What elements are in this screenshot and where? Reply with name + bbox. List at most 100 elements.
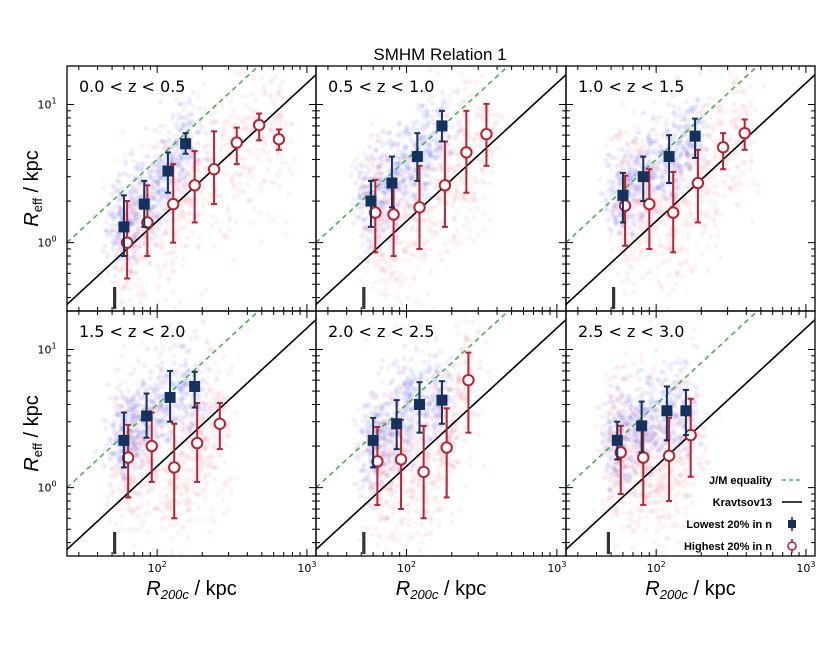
- blue-scatter-point: [185, 381, 191, 387]
- red-scatter-point: [407, 178, 413, 184]
- blue-scatter-point: [422, 133, 428, 139]
- red-scatter-point: [474, 205, 480, 211]
- blue-scatter-point: [109, 466, 115, 472]
- blue-scatter-point: [157, 197, 163, 203]
- blue-scatter-point: [194, 157, 200, 163]
- blue-scatter-point: [126, 402, 132, 408]
- scatter-cloud: [93, 319, 240, 556]
- blue-scatter-point: [185, 367, 191, 373]
- red-scatter-point: [220, 232, 226, 239]
- blue-scatter-point: [677, 112, 683, 118]
- red-scatter-point: [480, 168, 486, 174]
- red-scatter-point: [112, 472, 118, 478]
- blue-scatter-point: [140, 381, 146, 387]
- red-scatter-point: [117, 206, 123, 212]
- red-scatter-point: [254, 37, 259, 42]
- blue-scatter-point: [626, 167, 632, 173]
- blue-scatter-point: [407, 165, 413, 171]
- red-scatter-point: [224, 233, 230, 239]
- red-scatter-point: [182, 377, 188, 383]
- blue-scatter-point: [691, 107, 697, 113]
- blue-scatter-point: [641, 149, 647, 155]
- blue-scatter-point: [173, 124, 179, 130]
- blue-scatter-point: [110, 238, 116, 244]
- blue-scatter-point: [672, 122, 678, 129]
- red-scatter-point: [406, 203, 413, 209]
- blue-scatter-point: [695, 97, 701, 103]
- red-scatter-point: [762, 84, 768, 90]
- blue-scatter-point: [132, 212, 139, 218]
- blue-scatter-point: [361, 218, 367, 224]
- red-scatter-point: [202, 437, 208, 443]
- red-scatter-point: [129, 479, 135, 485]
- blue-scatter-point: [125, 388, 131, 394]
- red-scatter-point: [635, 159, 642, 165]
- blue-scatter-point: [129, 413, 136, 419]
- blue-scatter-point: [376, 164, 382, 170]
- red-scatter-point: [725, 166, 731, 172]
- blue-scatter-point: [149, 229, 156, 235]
- red-scatter-point: [175, 474, 181, 480]
- red-scatter-point: [139, 462, 145, 468]
- red-scatter-point: [171, 242, 177, 248]
- red-scatter-point: [375, 187, 381, 193]
- red-scatter-point: [273, 114, 279, 120]
- red-scatter-point: [205, 437, 211, 443]
- blue-scatter-point: [618, 230, 624, 237]
- red-scatter-point: [743, 112, 749, 118]
- blue-scatter-point: [663, 118, 669, 124]
- red-scatter-point: [621, 155, 628, 161]
- red-scatter-point: [182, 460, 188, 466]
- blue-scatter-point: [179, 435, 185, 441]
- red-scatter-point: [131, 157, 137, 163]
- high-n-point: [738, 126, 751, 140]
- red-scatter-point: [436, 70, 442, 77]
- red-scatter-point: [670, 287, 677, 293]
- red-scatter-point: [135, 163, 141, 169]
- blue-scatter-point: [645, 162, 651, 169]
- red-scatter-point: [677, 262, 683, 268]
- red-scatter-point: [122, 499, 128, 505]
- blue-scatter-point: [359, 209, 365, 215]
- blue-scatter-point: [135, 387, 141, 393]
- red-scatter-point: [141, 293, 147, 299]
- red-scatter-point: [682, 174, 688, 181]
- red-scatter-point: [614, 154, 620, 161]
- blue-scatter-point: [438, 144, 444, 150]
- blue-scatter-point: [153, 428, 159, 435]
- red-scatter-point: [163, 505, 169, 511]
- y-axis-title: Reff / kpc: [21, 150, 45, 226]
- blue-scatter-point: [411, 120, 417, 126]
- blue-scatter-point: [177, 155, 183, 161]
- red-scatter-point: [431, 221, 437, 227]
- red-scatter-point: [620, 158, 626, 164]
- red-scatter-point: [210, 396, 216, 402]
- red-scatter-point: [179, 262, 185, 269]
- red-scatter-point: [410, 173, 416, 179]
- blue-scatter-point: [129, 173, 135, 179]
- red-scatter-point: [632, 148, 638, 154]
- red-scatter-point: [645, 159, 652, 165]
- high-n-point: [213, 417, 227, 430]
- red-scatter-point: [746, 141, 753, 147]
- red-scatter-point: [181, 106, 187, 112]
- blue-scatter-point: [182, 362, 188, 368]
- red-scatter-point: [129, 428, 135, 434]
- red-scatter-point: [180, 449, 186, 456]
- blue-scatter-point: [422, 156, 428, 162]
- red-scatter-point: [266, 149, 272, 155]
- red-scatter-point: [122, 284, 128, 290]
- red-scatter-point: [462, 78, 468, 84]
- blue-scatter-point: [127, 195, 133, 201]
- red-scatter-point: [202, 476, 208, 482]
- red-scatter-point: [134, 446, 140, 452]
- red-scatter-point: [429, 175, 435, 181]
- blue-scatter-point: [154, 180, 160, 186]
- red-scatter-point: [202, 447, 208, 453]
- blue-scatter-point: [182, 375, 188, 381]
- red-scatter-point: [146, 400, 152, 406]
- blue-scatter-point: [613, 207, 619, 213]
- panel-redshift-label: 1.0 < z < 1.5: [578, 77, 684, 96]
- red-scatter-point: [393, 169, 399, 175]
- red-scatter-point: [185, 211, 191, 217]
